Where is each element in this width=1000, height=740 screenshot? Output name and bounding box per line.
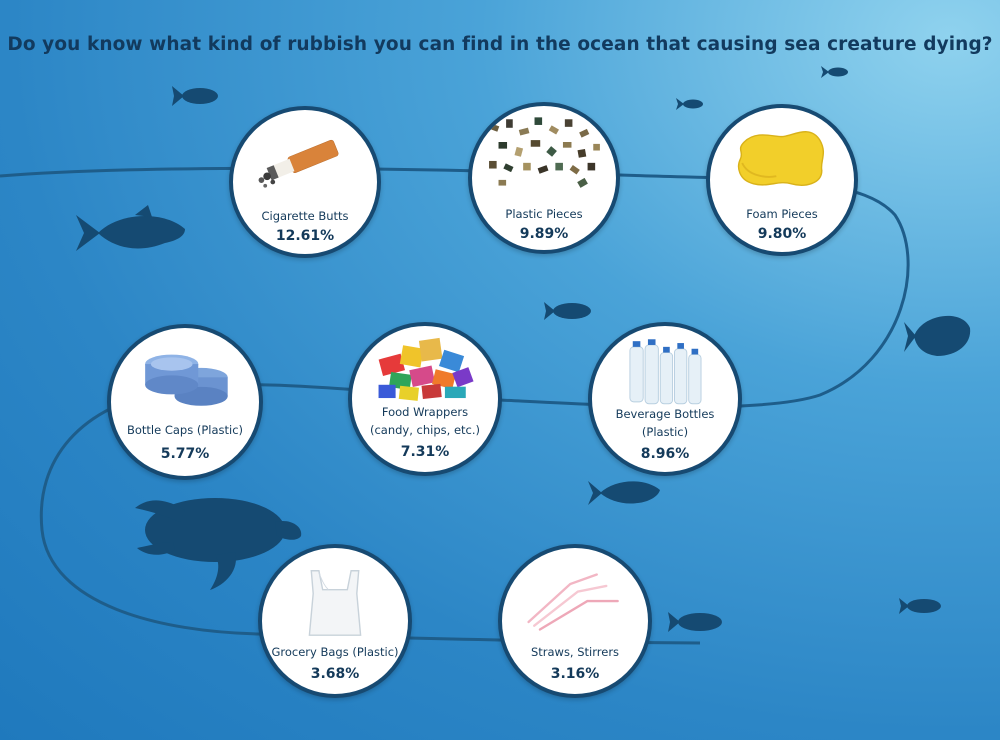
winding-path <box>0 166 910 645</box>
card-label: Food Wrappers <box>381 405 469 419</box>
card-percent: 9.80% <box>757 226 807 242</box>
card-label: Grocery Bags (Plastic) <box>271 645 399 659</box>
bottles-icon <box>629 339 702 405</box>
tuna-small-icon <box>588 481 660 505</box>
card-cigarette-butts: Cigarette Butts 12.61% <box>229 106 381 258</box>
card-foam-pieces: Foam Pieces 9.80% <box>706 104 858 256</box>
bottle-caps-icon <box>145 354 228 406</box>
cigarette-butt-icon <box>258 139 339 188</box>
card-label: Plastic Pieces <box>505 207 583 221</box>
card-percent: 12.61% <box>275 228 335 244</box>
fish-mid-1-icon <box>544 302 591 320</box>
card-label-sub: (candy, chips, etc.) <box>369 423 481 437</box>
fish-mid-3-icon <box>899 598 941 614</box>
card-percent: 7.31% <box>400 444 450 460</box>
straws-icon <box>527 573 619 631</box>
fish-small-3-icon <box>676 98 703 110</box>
card-grocery-bags: Grocery Bags (Plastic) 3.68% <box>258 544 412 698</box>
card-percent: 3.68% <box>310 666 360 682</box>
card-label: Cigarette Butts <box>261 209 349 223</box>
card-percent: 9.89% <box>519 226 569 242</box>
card-label: Beverage Bottles <box>615 407 715 421</box>
grouper-icon <box>904 315 971 356</box>
card-food-wrappers: Food Wrappers (candy, chips, etc.) 7.31% <box>348 322 502 476</box>
card-straws-stirrers: Straws, Stirrers 3.16% <box>498 544 652 698</box>
tuna-icon <box>76 205 185 251</box>
card-label: Foam Pieces <box>746 207 818 221</box>
card-bottle-caps: Bottle Caps (Plastic) 5.77% <box>107 324 263 480</box>
card-percent: 8.96% <box>640 446 690 462</box>
card-beverage-bottles: Beverage Bottles (Plastic) 8.96% <box>588 322 742 476</box>
fish-small-1-icon <box>172 86 218 106</box>
turtle-icon <box>135 498 302 590</box>
card-label-sub: (Plastic) <box>641 425 689 439</box>
card-percent: 5.77% <box>160 446 210 462</box>
card-label: Straws, Stirrers <box>530 645 620 659</box>
fish-small-2-icon <box>821 66 848 78</box>
sponge-icon <box>737 131 825 186</box>
plastic-pieces-icon <box>489 117 600 188</box>
grocery-bag-icon <box>308 570 362 636</box>
fish-mid-2-icon <box>668 612 722 632</box>
page-title: Do you know what kind of rubbish you can… <box>7 34 993 55</box>
card-percent: 3.16% <box>550 666 600 682</box>
food-wrappers-icon <box>378 337 474 401</box>
card-label: Bottle Caps (Plastic) <box>126 423 244 437</box>
card-plastic-pieces: Plastic Pieces 9.89% <box>468 102 620 254</box>
